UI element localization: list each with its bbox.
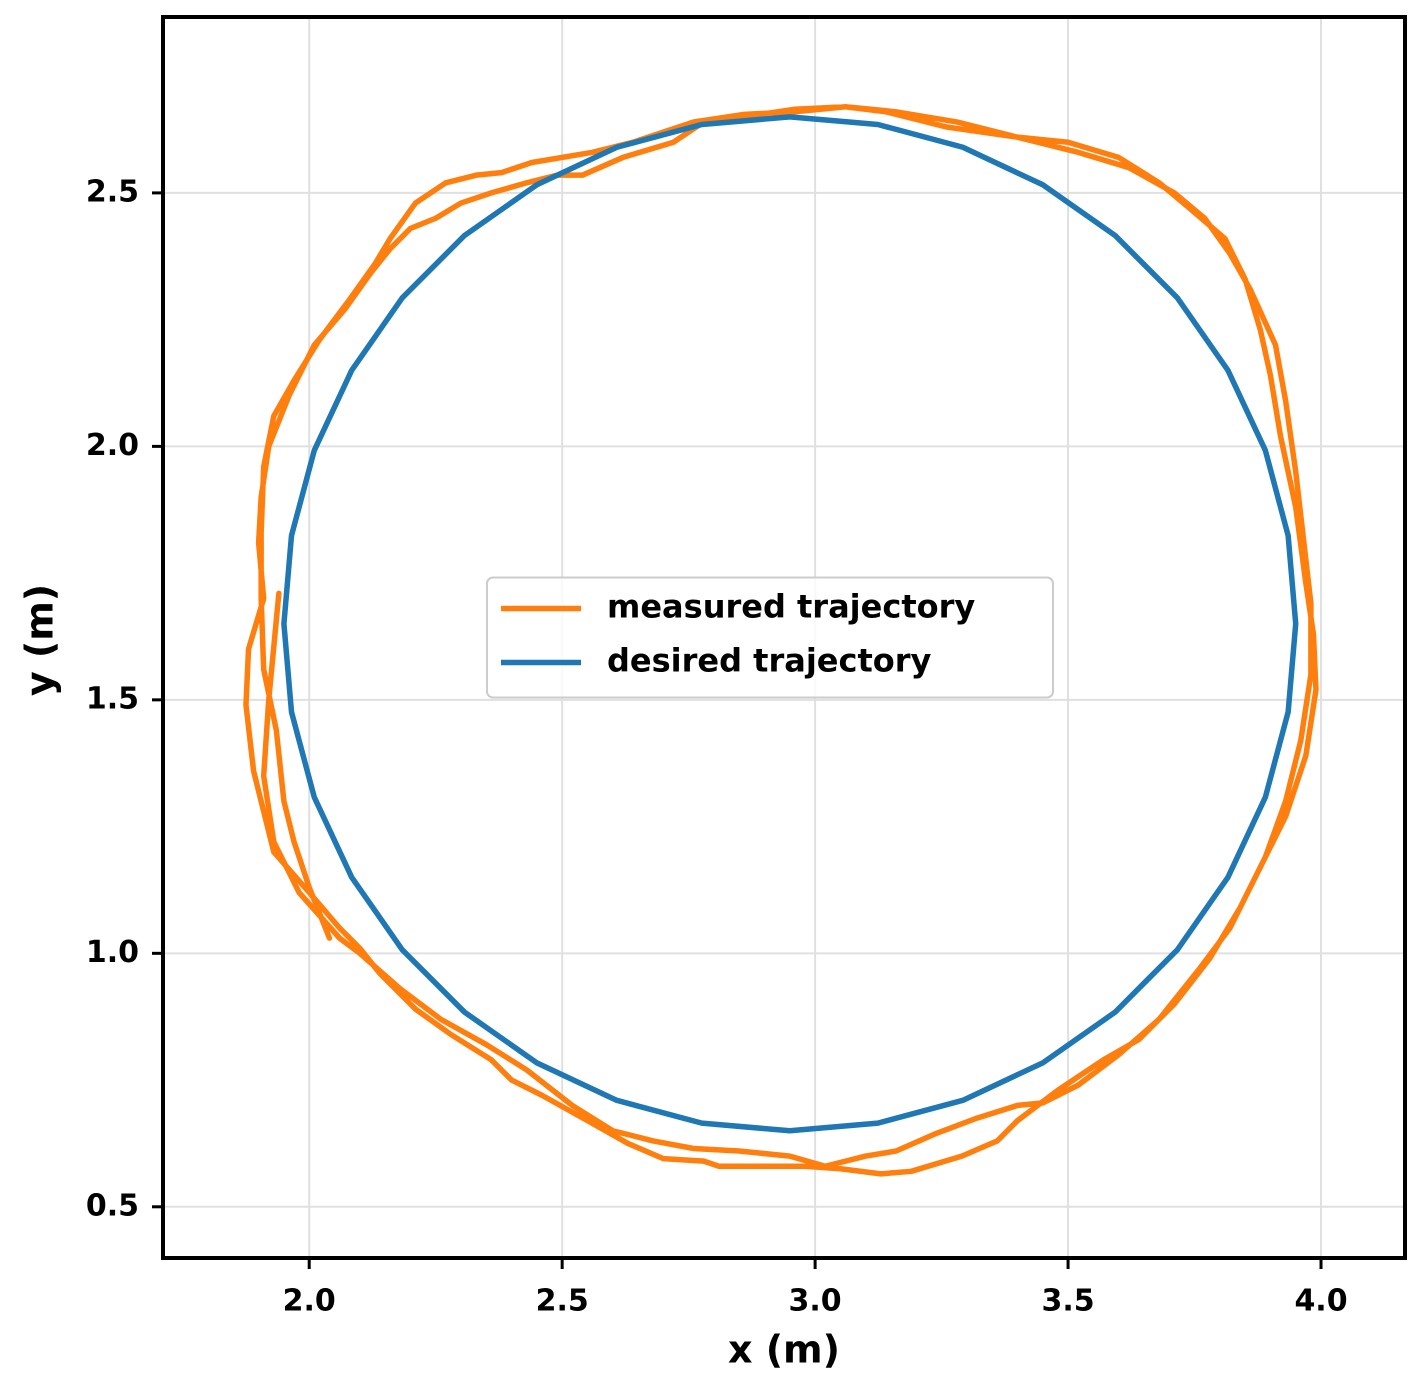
y-tick-label: 0.5 [86, 1188, 139, 1223]
plot-lines [243, 103, 1319, 1177]
legend: measured trajectory desired trajectory [486, 576, 1054, 699]
legend-label: desired trajectory [607, 642, 932, 680]
trajectory-line [281, 114, 1299, 1134]
y-axis-label: y (m) [18, 584, 62, 696]
x-tick-label: 4.0 [1294, 1284, 1347, 1319]
x-axis-label: x (m) [728, 1328, 840, 1372]
x-tick-label: 2.0 [283, 1284, 336, 1319]
y-tick-label: 1.0 [86, 935, 139, 970]
plot-frame [161, 15, 1407, 1260]
x-tick-label: 3.0 [789, 1284, 842, 1319]
ticks: 2.0 2.5 3.0 3.5 4.0 0.5 1.0 1.5 2.0 2.5 [86, 174, 1348, 1318]
y-tick-label: 1.5 [86, 681, 139, 716]
x-tick-label: 2.5 [536, 1284, 589, 1319]
grid [163, 17, 1405, 1258]
y-tick-label: 2.5 [86, 174, 139, 209]
legend-label: measured trajectory [607, 588, 975, 626]
x-tick-label: 3.5 [1041, 1284, 1094, 1319]
trajectory-line [243, 103, 1319, 1177]
y-tick-label: 2.0 [86, 428, 139, 463]
legend-box [486, 576, 1054, 699]
